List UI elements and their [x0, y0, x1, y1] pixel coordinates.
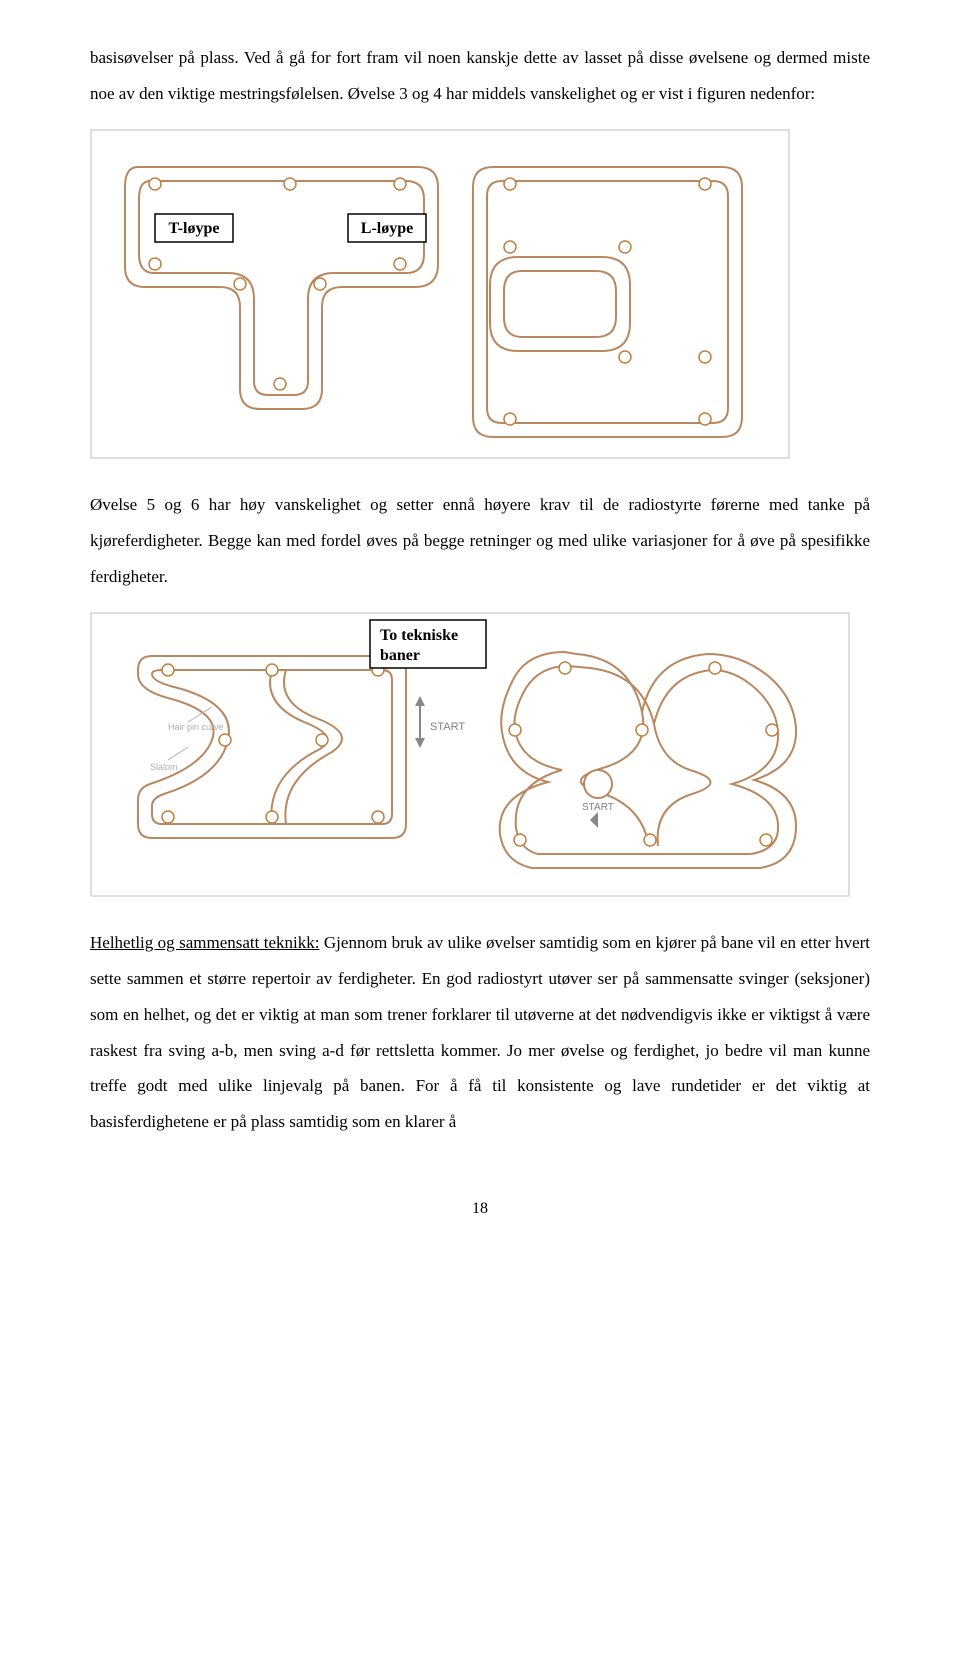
page-number: 18: [90, 1200, 870, 1218]
paragraph-3-rest: Gjennom bruk av ulike øvelser samtidig s…: [90, 933, 870, 1130]
figure2-title: To tekniske baner: [370, 620, 486, 668]
l-label-text: L-løype: [361, 220, 413, 237]
hairpin-label: Hair pin curve: [168, 722, 224, 732]
start-label-left: START: [430, 721, 465, 733]
slalom-label: Slalom: [150, 762, 178, 772]
t-label: T-løype: [155, 214, 233, 242]
paragraph-1: basisøvelser på plass. Ved å gå for fort…: [90, 40, 870, 111]
figure-2: Hair pin curve Slalom START: [90, 612, 870, 897]
figure-1-svg: T-løype L-løype: [90, 129, 790, 459]
paragraph-3: Helhetlig og sammensatt teknikk: Gjennom…: [90, 925, 870, 1139]
paragraph-3-lead: Helhetlig og sammensatt teknikk:: [90, 933, 319, 952]
figure-2-svg: Hair pin curve Slalom START: [90, 612, 850, 897]
fig2-title-line2: baner: [380, 647, 420, 664]
figure-1: T-løype L-løype: [90, 129, 870, 459]
paragraph-2: Øvelse 5 og 6 har høy vanskelighet og se…: [90, 487, 870, 594]
t-label-text: T-løype: [169, 220, 220, 237]
start-label-center: START: [582, 802, 614, 813]
fig2-title-line1: To tekniske: [380, 627, 458, 644]
l-label: L-løype: [348, 214, 426, 242]
